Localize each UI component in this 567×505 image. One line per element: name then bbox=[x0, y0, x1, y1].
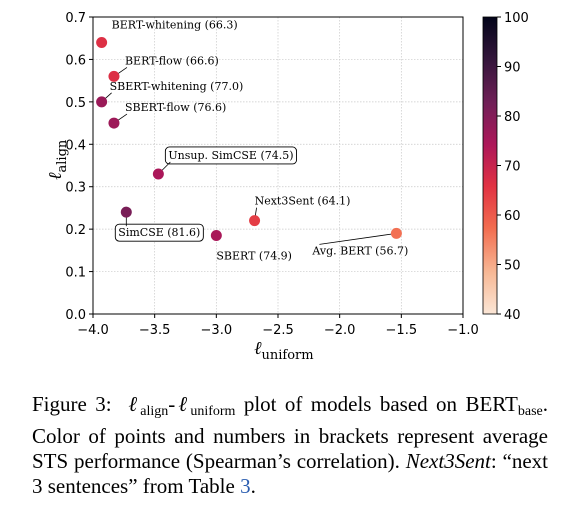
data-point bbox=[108, 117, 120, 129]
point-annotation: Unsup. SimCSE (74.5) bbox=[168, 149, 293, 162]
x-tick-label: −3.5 bbox=[139, 323, 171, 338]
point-annotation: Next3Sent (64.1) bbox=[255, 195, 351, 208]
y-tick-label: 0.1 bbox=[65, 266, 86, 281]
caption-table-ref: 3 bbox=[240, 474, 251, 498]
x-tick-label: −1.0 bbox=[447, 323, 479, 338]
data-point bbox=[120, 206, 132, 218]
point-annotation: SBERT-whitening (77.0) bbox=[110, 80, 244, 93]
x-tick-label: −2.5 bbox=[262, 323, 294, 338]
colorbar-tick-label: 60 bbox=[504, 209, 521, 224]
caption-l-uniform: ℓuniform bbox=[175, 392, 236, 419]
data-point bbox=[152, 168, 164, 180]
annotations: BERT-whitening (66.3) BERT-flow (66.6) SBE… bbox=[101, 18, 408, 263]
figure-label: Figure 3: bbox=[32, 392, 112, 416]
colorbar-ticks: 40 50 60 70 80 90 100 bbox=[497, 11, 529, 323]
colorbar-tick-label: 70 bbox=[504, 160, 521, 175]
colorbar-tick-label: 40 bbox=[504, 308, 521, 323]
data-point bbox=[249, 215, 261, 227]
data-point bbox=[390, 227, 402, 239]
caption-dash: - bbox=[168, 392, 176, 416]
annotation-box bbox=[114, 223, 204, 242]
caption-text-4: . bbox=[250, 474, 256, 498]
x-tick-label: −1.5 bbox=[386, 323, 418, 338]
point-annotation: BERT-whitening (66.3) bbox=[112, 18, 238, 31]
points bbox=[96, 36, 402, 242]
scatter-chart: −4.0 −3.5 −3.0 −2.5 −2.0 −1.5 −1.0 0.0 0.1 0.2 0.3… bbox=[45, 11, 529, 363]
figure-caption: Figure 3: ℓalign-ℓuniform plot of models… bbox=[32, 392, 548, 499]
colorbar-tick-label: 50 bbox=[504, 259, 521, 274]
data-point bbox=[96, 96, 108, 108]
y-tick-label: 0.5 bbox=[65, 96, 86, 111]
point-annotation: SBERT-flow (76.6) bbox=[125, 101, 226, 114]
colorbar-tick-label: 100 bbox=[504, 11, 529, 26]
x-tick-label: −2.0 bbox=[324, 323, 356, 338]
y-axis-label: ℓalign bbox=[45, 139, 70, 180]
annotation-box bbox=[164, 146, 297, 165]
annotation-leader bbox=[319, 232, 397, 245]
caption-next3sent: Next3Sent bbox=[405, 449, 491, 473]
caption-bert: BERTbase bbox=[465, 392, 543, 419]
colorbar-tick-label: 90 bbox=[504, 61, 521, 76]
x-tick-label: −3.0 bbox=[201, 323, 233, 338]
x-axis-label: ℓuniform bbox=[254, 338, 314, 363]
caption-text-1: plot of models based on bbox=[243, 392, 458, 416]
y-tick-label: 0.7 bbox=[65, 11, 86, 26]
y-tick-label: 0.3 bbox=[65, 181, 86, 196]
caption-text-3: : “next 3 sentences” from Table bbox=[32, 449, 549, 498]
x-tick-label: −4.0 bbox=[77, 323, 109, 338]
caption-text-2: . Color of points and numbers in bracket… bbox=[32, 392, 549, 473]
point-annotation: SBERT (74.9) bbox=[216, 250, 292, 263]
y-tick-label: 0.4 bbox=[65, 138, 86, 153]
point-annotation: Avg. BERT (56.7) bbox=[311, 244, 408, 257]
y-tick-label: 0.2 bbox=[65, 223, 86, 238]
caption-l-align: ℓalign bbox=[128, 392, 169, 419]
data-point bbox=[96, 36, 108, 48]
y-tick-label: 0.6 bbox=[65, 53, 86, 68]
axis-ticks: −4.0 −3.5 −3.0 −2.5 −2.0 −1.5 −1.0 0.0 0.1 0.2 0.3… bbox=[65, 11, 478, 338]
colorbar-tick-label: 80 bbox=[504, 110, 521, 125]
point-annotation: SimCSE (81.6) bbox=[118, 226, 200, 239]
point-annotation: BERT-flow (66.6) bbox=[125, 54, 219, 67]
y-tick-label: 0.0 bbox=[65, 308, 86, 323]
data-point bbox=[210, 230, 222, 242]
data-point bbox=[108, 70, 120, 82]
colorbar bbox=[482, 16, 498, 315]
